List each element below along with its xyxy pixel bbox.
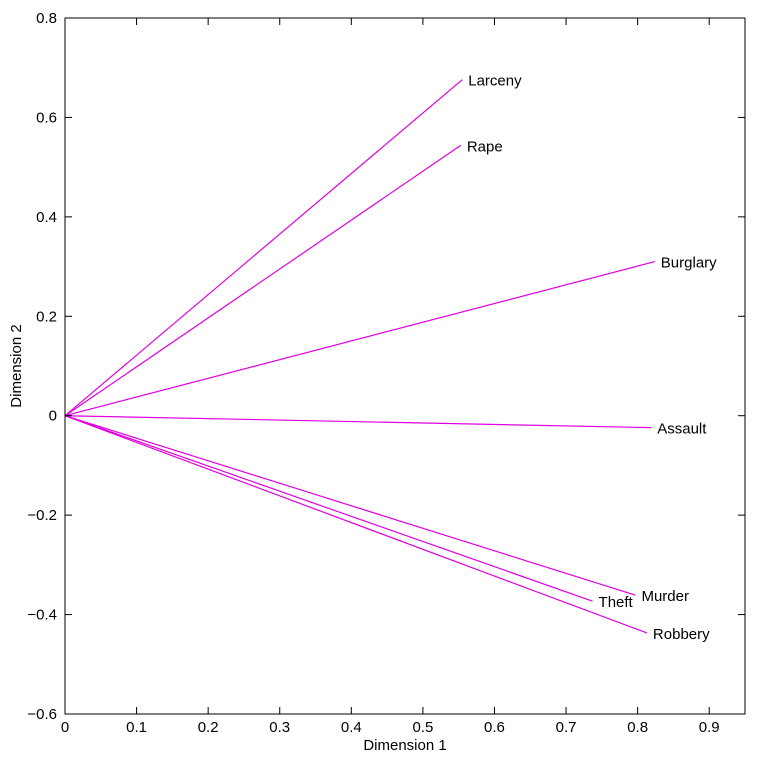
x-axis-title: Dimension 1 [363, 737, 446, 754]
y-tick-label: −0.2 [27, 507, 57, 524]
vector-line-larceny [64, 79, 463, 417]
x-tick-label: 0.7 [556, 719, 577, 736]
vector-line-murder [64, 415, 636, 596]
x-tick-label: 0.8 [627, 719, 648, 736]
y-tick-label: 0.2 [36, 308, 57, 325]
y-tick-label: −0.4 [27, 607, 57, 624]
x-axis-ticks: 0 0.1 0.2 0.3 0.4 0.5 0.6 0.7 0.8 0.9 [61, 18, 720, 736]
y-axis-ticks: −0.6 −0.4 −0.2 0 0.2 0.4 0.6 0.8 [27, 10, 745, 723]
vector-line-burglary [64, 261, 655, 417]
x-tick-label: 0.2 [198, 719, 219, 736]
x-tick-label: 0.1 [126, 719, 147, 736]
x-tick-label: 0.4 [341, 719, 362, 736]
x-tick-label: 0.5 [412, 719, 433, 736]
plot-frame [64, 17, 746, 715]
y-tick-label: 0.6 [36, 109, 57, 126]
y-tick-label: 0.8 [36, 10, 57, 27]
vector-line-robbery [64, 415, 648, 634]
vector-label-assault: Assault [657, 421, 707, 438]
vector-line-assault [64, 415, 652, 429]
y-tick-label: 0.4 [36, 209, 57, 226]
vector-label-burglary: Burglary [661, 255, 717, 272]
y-axis-title: Dimension 2 [8, 324, 25, 407]
vector-labels: Larceny Rape Burglary Assault Murder Theft Rob… [467, 73, 717, 643]
vector-label-theft: Theft [599, 594, 634, 611]
y-tick-label: 0 [49, 408, 57, 425]
x-tick-label: 0.6 [484, 719, 505, 736]
vector-label-robbery: Robbery [653, 626, 710, 643]
vector-lines [64, 79, 655, 634]
vector-label-murder: Murder [641, 588, 689, 605]
x-tick-label: 0 [61, 719, 69, 736]
vector-label-rape: Rape [467, 138, 503, 155]
vector-line-theft [64, 415, 593, 602]
x-tick-label: 0.3 [269, 719, 290, 736]
vector-label-larceny: Larceny [468, 73, 522, 90]
x-tick-label: 0.9 [699, 719, 720, 736]
y-tick-label: −0.6 [27, 706, 57, 723]
vector-line-rape [64, 144, 462, 417]
